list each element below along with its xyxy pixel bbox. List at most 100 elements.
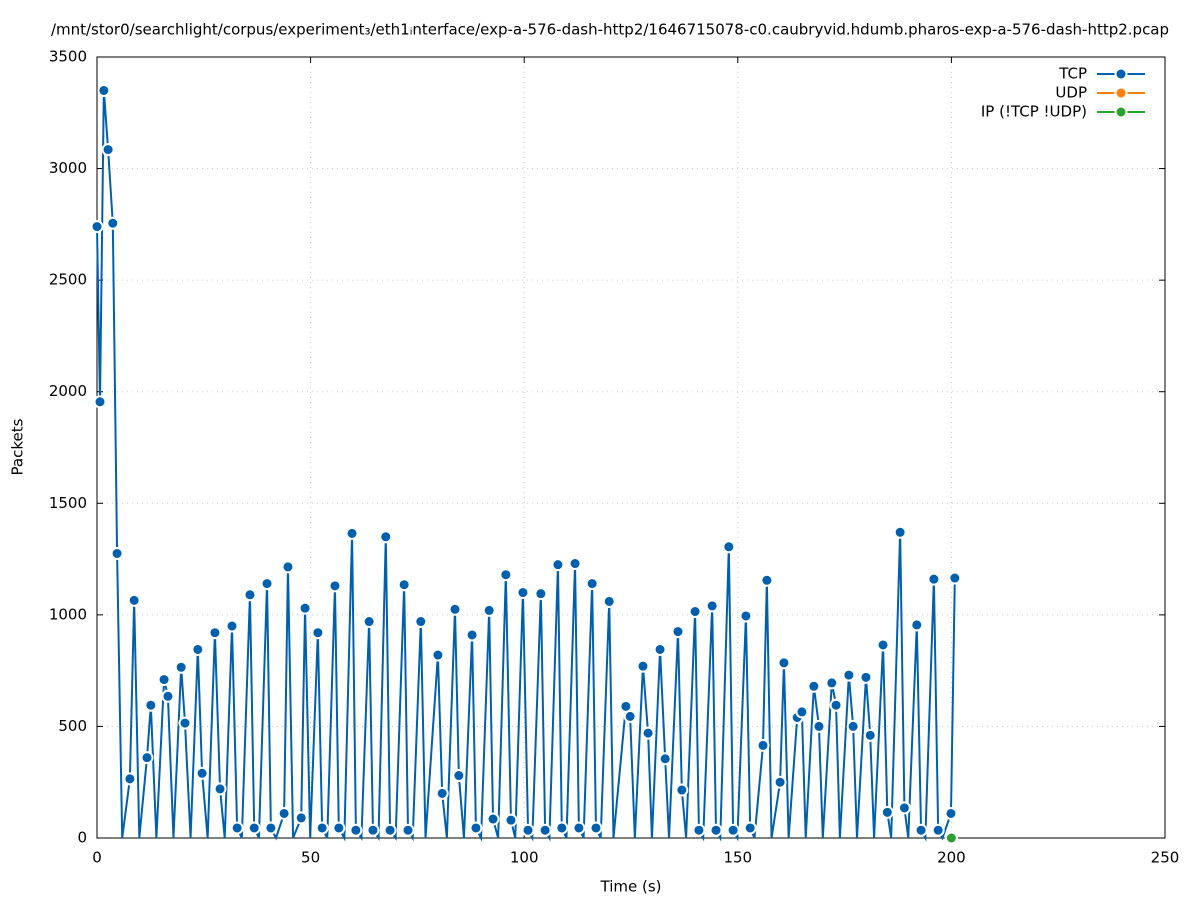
y-tick-label: 1000 (49, 605, 87, 623)
point (260, 577, 274, 591)
x-tick-label: 250 (1151, 849, 1180, 867)
point (465, 628, 479, 642)
legend-swatch-point (1114, 105, 1128, 119)
point (551, 558, 565, 572)
point (944, 831, 958, 845)
point (914, 823, 928, 837)
point (213, 782, 227, 796)
point (705, 599, 719, 613)
point (499, 568, 513, 582)
x-tick-label: 150 (723, 849, 752, 867)
point (863, 728, 877, 742)
point (555, 821, 569, 835)
legend-swatch-point (1114, 67, 1128, 81)
legend-label: UDP (1055, 84, 1087, 102)
series-line (96, 90, 956, 842)
point (431, 648, 445, 662)
point (568, 557, 582, 571)
point (709, 823, 723, 837)
point (230, 821, 244, 835)
point (208, 626, 222, 640)
point (379, 530, 393, 544)
legend-label: TCP (1058, 65, 1087, 83)
point (795, 705, 809, 719)
y-tick-label: 3500 (49, 48, 87, 66)
plot-border (96, 56, 1166, 839)
point (897, 801, 911, 815)
point (191, 642, 205, 656)
point (110, 546, 124, 560)
y-tick-label: 500 (58, 717, 87, 735)
point (538, 823, 552, 837)
point (225, 619, 239, 633)
point (534, 587, 548, 601)
point (144, 698, 158, 712)
point (504, 813, 518, 827)
legend-swatch-point (1114, 86, 1128, 100)
point (157, 673, 171, 687)
point (516, 586, 530, 600)
point (636, 659, 650, 673)
y-tick-label: 2500 (49, 271, 87, 289)
point (349, 823, 363, 837)
point (448, 602, 462, 616)
point (948, 571, 962, 585)
point (101, 143, 115, 157)
point (277, 806, 291, 820)
point (311, 626, 325, 640)
point (807, 679, 821, 693)
point (106, 216, 120, 230)
point (383, 823, 397, 837)
point (93, 395, 107, 409)
point (876, 638, 890, 652)
point (332, 821, 346, 835)
point (328, 579, 342, 593)
y-tick-label: 0 (77, 829, 87, 847)
point (572, 821, 586, 835)
point (675, 783, 689, 797)
point (760, 573, 774, 587)
point (927, 572, 941, 586)
point (842, 668, 856, 682)
point (97, 83, 111, 97)
point (653, 642, 667, 656)
point (452, 769, 466, 783)
point (195, 766, 209, 780)
x-tick-label: 100 (510, 849, 539, 867)
point (90, 220, 104, 234)
legend-label: IP (!TCP !UDP) (981, 103, 1087, 121)
point (247, 821, 261, 835)
point (243, 588, 257, 602)
point (127, 593, 141, 607)
point (602, 594, 616, 608)
y-tick-label: 1500 (49, 494, 87, 512)
x-axis-label: Time (s) (600, 878, 662, 896)
x-tick-label: 50 (301, 849, 320, 867)
point (910, 618, 924, 632)
point (435, 786, 449, 800)
point (880, 805, 894, 819)
point (739, 609, 753, 623)
point (281, 560, 295, 574)
point (829, 698, 843, 712)
point (174, 660, 188, 674)
point (315, 821, 329, 835)
point (264, 821, 278, 835)
point (846, 719, 860, 733)
point (585, 577, 599, 591)
x-tick-label: 0 (92, 849, 102, 867)
y-axis-label: Packets (9, 418, 27, 475)
y-tick-label: 3000 (49, 159, 87, 177)
point (743, 821, 757, 835)
chart-title: /mnt/stor0/searchlight/corpus/experiment… (51, 21, 1169, 39)
point (812, 719, 826, 733)
point (397, 578, 411, 592)
point (362, 615, 376, 629)
point (294, 811, 308, 825)
point (469, 821, 483, 835)
point (756, 738, 770, 752)
point (589, 821, 603, 835)
point (641, 726, 655, 740)
point (414, 615, 428, 629)
